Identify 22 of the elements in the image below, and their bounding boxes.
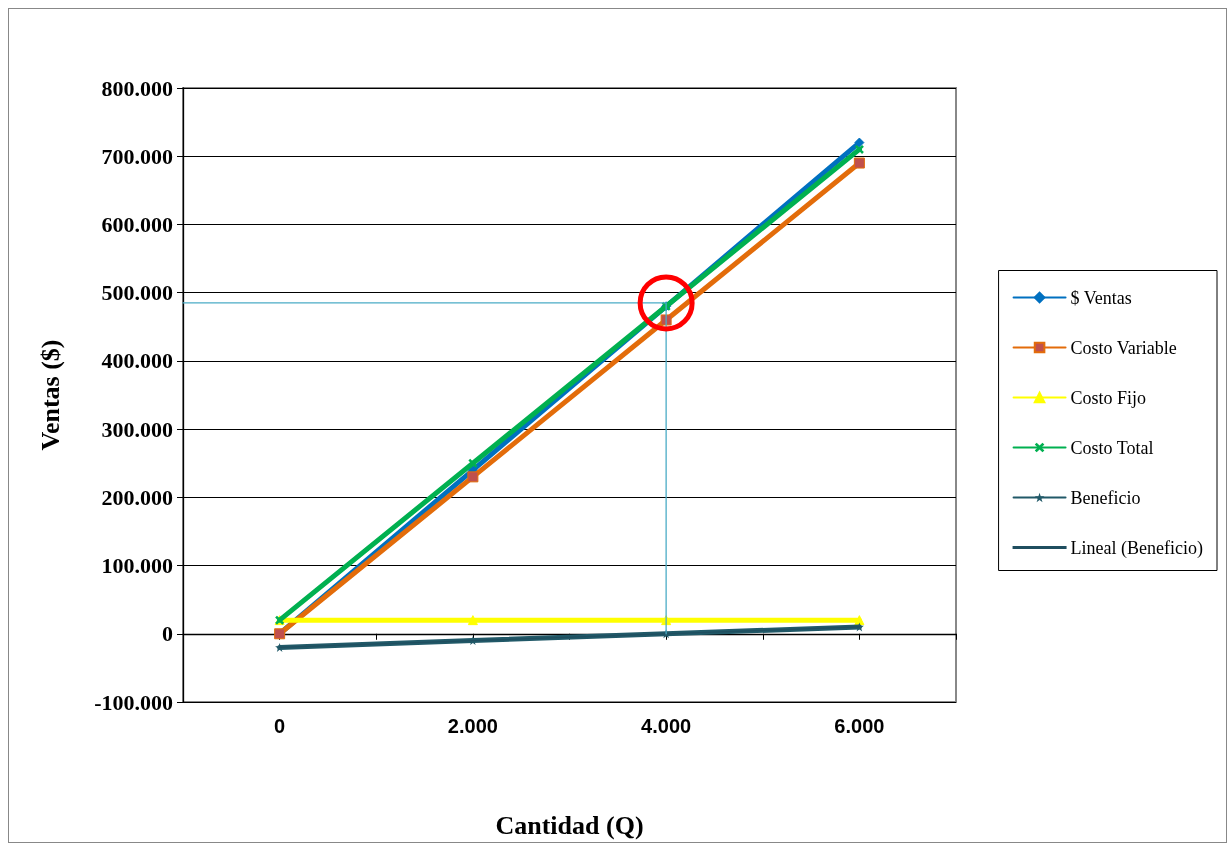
y-tick-label: 700.000 [101, 143, 173, 169]
y-tick-label: 500.000 [101, 280, 173, 306]
x-axis-title: Cantidad (Q) [495, 810, 644, 840]
x-tick-label: 0 [274, 715, 286, 737]
y-tick-label: 800.000 [101, 75, 173, 101]
legend-label: Costo Total [1070, 437, 1154, 458]
y-tick-label: 200.000 [101, 484, 173, 510]
legend-label: Lineal (Beneficio) [1070, 537, 1204, 559]
x-tick-label: 6.000 [834, 715, 885, 737]
legend-label: Beneficio [1070, 487, 1141, 508]
x-tick-label: 4.000 [641, 715, 692, 737]
y-axis-title: Ventas ($) [35, 339, 65, 451]
y-tick-label: 400.000 [101, 348, 173, 374]
x-tick-label: 2.000 [447, 715, 498, 737]
y-tick-label: 0 [162, 621, 173, 647]
y-tick-label: -100.000 [94, 689, 173, 715]
y-tick-label: 100.000 [101, 553, 173, 579]
legend-label: $ Ventas [1070, 287, 1132, 308]
legend-label: Costo Fijo [1070, 387, 1147, 408]
y-tick-label: 600.000 [101, 211, 173, 237]
y-tick-label: 300.000 [101, 416, 173, 442]
legend-label: Costo Variable [1070, 337, 1177, 358]
